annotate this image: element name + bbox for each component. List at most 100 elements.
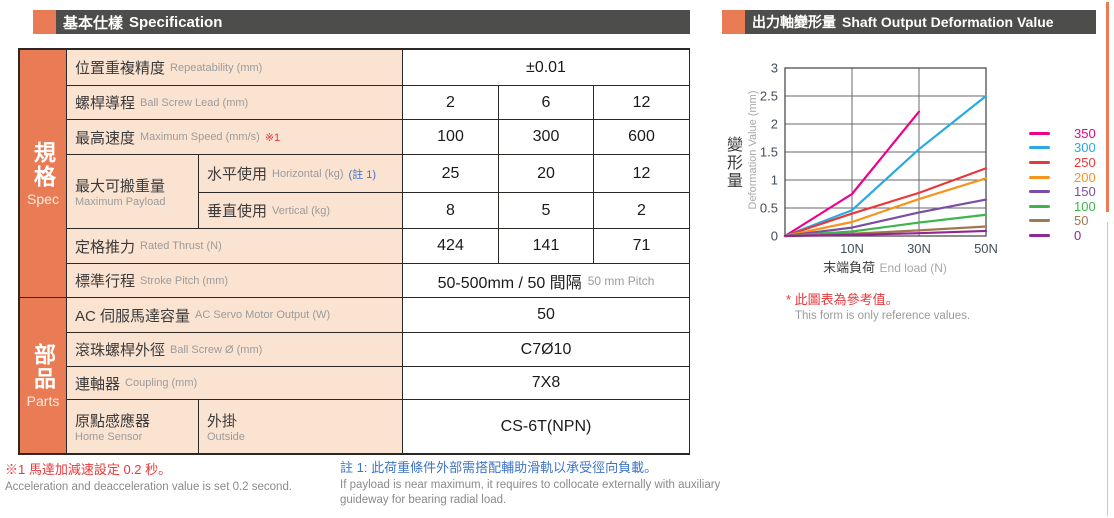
value-vertical-3: 2 — [594, 193, 689, 229]
legend-item-100: 100 — [1029, 199, 1096, 214]
legend-item-250: 250 — [1029, 155, 1096, 170]
legend-color-dash — [1029, 146, 1050, 150]
legend-item-300: 300 — [1029, 141, 1096, 156]
label-zh: 原點感應器 — [75, 413, 151, 430]
row-motor-label: AC 伺服馬達容量 AC Servo Motor Output (W) — [67, 298, 403, 333]
label-zh: 位置重複精度 — [75, 60, 166, 77]
section-label-parts-en: Parts — [26, 392, 60, 409]
y-tick-label: 1.5 — [760, 145, 778, 160]
value-repeatability: ±0.01 — [403, 50, 689, 86]
footnote-left: ※1 馬達加減速設定 0.2 秒。 Acceleration and deacc… — [5, 462, 325, 495]
row-screw-label: 滾珠螺桿外徑 Ball Screw Ø (mm) — [67, 333, 403, 367]
y-tick-label: 1 — [771, 173, 778, 188]
row-stroke-label: 標準行程 Stroke Pitch (mm) — [67, 264, 403, 298]
series-line-300 — [783, 94, 988, 238]
cell-value: 12 — [632, 93, 651, 111]
value-vertical-2: 5 — [499, 193, 594, 229]
section-label-spec-en: Spec — [27, 190, 59, 207]
label-en: Rated Thrust (N) — [140, 240, 222, 252]
label-en: Horizontal (kg) — [272, 167, 344, 180]
legend-item-200: 200 — [1029, 170, 1096, 185]
label-en: Maximum Speed (mm/s) — [140, 131, 260, 143]
chart-note: * 此圖表為參考值。 This form is only reference v… — [786, 289, 970, 322]
footnote-right: 註 1: 此荷重條件外部需搭配輔助滑軌以承受徑向負載。 If payload i… — [340, 460, 725, 508]
y-tick-label: 0 — [771, 229, 778, 244]
legend-label: 350 — [1074, 125, 1096, 141]
cell-value: 300 — [532, 128, 560, 145]
value-sensor: CS-6T(NPN) — [403, 400, 689, 453]
y-tick-label: 0.5 — [760, 201, 778, 216]
row-sensor-label: 原點感應器 Home Sensor — [67, 400, 199, 453]
cell-value: 25 — [441, 164, 460, 182]
page-edge-gray-rule — [1107, 222, 1108, 516]
section-label-parts-zh: 部品 — [31, 342, 56, 391]
chart-ylabel-en: Deformation Value (mm) — [747, 90, 759, 210]
row-lead-label: 螺桿導程 Ball Screw Lead (mm) — [67, 86, 403, 120]
legend-color-dash — [1029, 219, 1050, 223]
label-zh: 最大可搬重量 — [75, 178, 166, 195]
legend-color-dash — [1029, 160, 1050, 164]
row-sensor-outside-label: 外掛 Outside — [199, 400, 403, 453]
label-en: Stroke Pitch (mm) — [140, 274, 229, 287]
label-en: Home Sensor — [75, 431, 143, 443]
chart-xlabel-zh: 末端負荷 — [823, 260, 876, 275]
series-line-100 — [783, 213, 988, 238]
chart-ylabel-zh: 變形量 — [724, 136, 741, 190]
spec-section-header: 基本仕樣 Specification — [33, 10, 690, 34]
cell-value: 2 — [446, 93, 455, 111]
value-stroke: 50-500mm / 50 間隔 50 mm Pitch — [403, 264, 689, 298]
legend-color-dash — [1029, 233, 1050, 237]
label-zh: 最高速度 — [75, 129, 136, 147]
cell-value: 7X8 — [531, 374, 561, 391]
chart-xlabel-en: End load (N) — [879, 261, 947, 275]
legend-item-150: 150 — [1029, 184, 1096, 199]
label-en: Repeatability (mm) — [170, 61, 263, 74]
value-thrust-2: 141 — [499, 229, 594, 264]
cell-value: CS-6T(NPN) — [500, 417, 592, 435]
series-line-350 — [783, 110, 921, 238]
cell-value-sub: 50 mm Pitch — [587, 273, 655, 288]
legend-item-0: 0 — [1029, 228, 1096, 243]
label-zh: 水平使用 — [207, 166, 268, 183]
legend-item-350: 350 — [1029, 126, 1096, 141]
x-tick-label: 50N — [974, 241, 998, 256]
chart-title-zh: 出力軸變形量 — [752, 14, 836, 30]
chart-note-zh: * 此圖表為參考值。 — [786, 292, 899, 307]
value-thrust-1: 424 — [403, 229, 499, 264]
cell-value: 71 — [632, 237, 651, 254]
label-en: AC Servo Motor Output (W) — [195, 309, 331, 321]
cell-value: C7Ø10 — [520, 340, 572, 358]
cell-value: 424 — [437, 237, 464, 254]
row-repeatability-label: 位置重複精度 Repeatability (mm) — [67, 50, 403, 86]
footnote-left-en: Acceleration and deacceleration value is… — [5, 481, 293, 493]
x-tick-label: 30N — [907, 241, 931, 256]
row-horizontal-label: 水平使用 Horizontal (kg) (註 1) — [199, 155, 403, 193]
label-en: Vertical (kg) — [272, 204, 331, 217]
cell-value: 5 — [541, 201, 551, 219]
row-vertical-label: 垂直使用 Vertical (kg) — [199, 193, 403, 229]
label-zh: 滾珠螺桿外徑 — [75, 342, 166, 359]
cell-value: 100 — [437, 128, 464, 145]
value-lead-2: 6 — [499, 86, 594, 120]
series-line-0 — [783, 229, 988, 238]
label-en: Ball Screw Lead (mm) — [140, 96, 249, 109]
legend-color-dash — [1029, 131, 1050, 135]
value-horizontal-3: 12 — [594, 155, 689, 193]
row-coupling-label: 連軸器 Coupling (mm) — [67, 367, 403, 400]
series-line-200 — [783, 177, 988, 238]
series-line-150 — [783, 198, 988, 238]
plot-border — [784, 67, 987, 237]
value-speed-1: 100 — [403, 120, 499, 155]
value-speed-3: 600 — [594, 120, 689, 155]
label-zh: 外掛 — [207, 413, 238, 430]
label-zh: 標準行程 — [75, 273, 136, 290]
legend-item-50: 50 — [1029, 214, 1096, 229]
orange-accent-square — [722, 10, 745, 34]
value-horizontal-2: 20 — [499, 155, 594, 193]
cell-value: 600 — [628, 128, 655, 145]
spec-title-zh: 基本仕樣 — [63, 14, 124, 32]
row-speed-label: 最高速度 Maximum Speed (mm/s) ※1 — [67, 120, 403, 155]
y-tick-label: 2.5 — [760, 89, 778, 104]
spec-title-en: Specification — [129, 13, 223, 31]
chart-title-en: Shaft Output Deformation Value — [842, 14, 1054, 30]
